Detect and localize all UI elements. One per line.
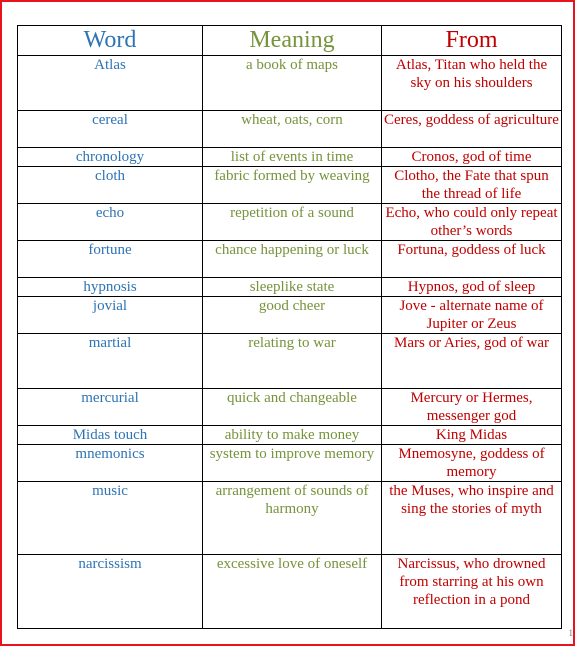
table-row: Atlas a book of maps Atlas, Titan who he…: [17, 55, 562, 111]
table-row: fortune chance happening or luck Fortuna…: [17, 240, 562, 278]
origin-cell: Atlas, Titan who held the sky on his sho…: [381, 55, 562, 111]
origin-cell: Clotho, the Fate that spun the thread of…: [381, 166, 562, 204]
word-cell: cereal: [17, 110, 203, 148]
meaning-cell: quick and changeable: [202, 388, 382, 426]
origin-cell: Mars or Aries, god of war: [381, 333, 562, 389]
word-cell: Atlas: [17, 55, 203, 111]
origin-cell: King Midas: [381, 425, 562, 445]
origin-cell: Narcissus, who drowned from starring at …: [381, 554, 562, 629]
origin-cell: the Muses, who inspire and sing the stor…: [381, 481, 562, 555]
table-row: music arrangement of sounds of harmony t…: [17, 481, 562, 555]
word-column-header: Word: [17, 25, 203, 56]
mythology-words-table: Word Meaning From Atlas a book of maps A…: [17, 25, 562, 629]
origin-cell: Fortuna, goddess of luck: [381, 240, 562, 278]
page-number: 1: [568, 628, 574, 638]
origin-cell: Jove - alternate name of Jupiter or Zeus: [381, 296, 562, 334]
word-cell: narcissism: [17, 554, 203, 629]
table-row: hypnosis sleeplike state Hypnos, god of …: [17, 277, 562, 297]
table-row: cereal wheat, oats, corn Ceres, goddess …: [17, 110, 562, 148]
origin-cell: Mercury or Hermes, messenger god: [381, 388, 562, 426]
word-cell: martial: [17, 333, 203, 389]
table-row: Midas touch ability to make money King M…: [17, 425, 562, 445]
table-row: jovial good cheer Jove - alternate name …: [17, 296, 562, 334]
word-cell: chronology: [17, 147, 203, 167]
origin-cell: Echo, who could only repeat other’s word…: [381, 203, 562, 241]
word-cell: music: [17, 481, 203, 555]
word-cell: hypnosis: [17, 277, 203, 297]
meaning-cell: relating to war: [202, 333, 382, 389]
meaning-cell: excessive love of oneself: [202, 554, 382, 629]
meaning-cell: chance happening or luck: [202, 240, 382, 278]
word-cell: fortune: [17, 240, 203, 278]
meaning-cell: good cheer: [202, 296, 382, 334]
word-cell: Midas touch: [17, 425, 203, 445]
meaning-cell: a book of maps: [202, 55, 382, 111]
meaning-cell: fabric formed by weaving: [202, 166, 382, 204]
table-row: cloth fabric formed by weaving Clotho, t…: [17, 166, 562, 204]
meaning-cell: list of events in time: [202, 147, 382, 167]
table-row: mnemonics system to improve memory Mnemo…: [17, 444, 562, 482]
meaning-cell: arrangement of sounds of harmony: [202, 481, 382, 555]
word-cell: mercurial: [17, 388, 203, 426]
meaning-cell: wheat, oats, corn: [202, 110, 382, 148]
meaning-cell: system to improve memory: [202, 444, 382, 482]
from-column-header: From: [381, 25, 562, 56]
origin-cell: Hypnos, god of sleep: [381, 277, 562, 297]
table-row: echo repetition of a sound Echo, who cou…: [17, 203, 562, 241]
origin-cell: Cronos, god of time: [381, 147, 562, 167]
word-cell: cloth: [17, 166, 203, 204]
word-cell: jovial: [17, 296, 203, 334]
table-row: narcissism excessive love of oneself Nar…: [17, 554, 562, 629]
table-row: martial relating to war Mars or Aries, g…: [17, 333, 562, 389]
word-cell: mnemonics: [17, 444, 203, 482]
table-row: mercurial quick and changeable Mercury o…: [17, 388, 562, 426]
meaning-cell: repetition of a sound: [202, 203, 382, 241]
header-row: Word Meaning From: [17, 25, 562, 56]
word-cell: echo: [17, 203, 203, 241]
meaning-column-header: Meaning: [202, 25, 382, 56]
table-row: chronology list of events in time Cronos…: [17, 147, 562, 167]
origin-cell: Mnemosyne, goddess of memory: [381, 444, 562, 482]
meaning-cell: sleeplike state: [202, 277, 382, 297]
origin-cell: Ceres, goddess of agriculture: [381, 110, 562, 148]
meaning-cell: ability to make money: [202, 425, 382, 445]
